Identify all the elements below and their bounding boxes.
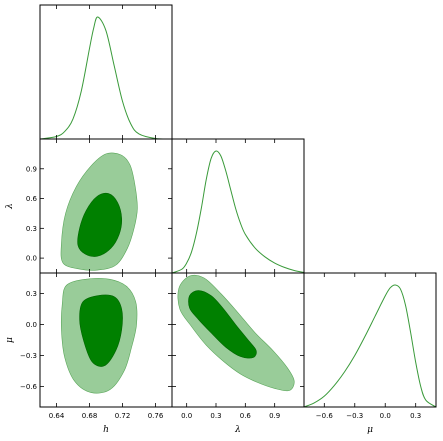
x-tick-label-mu: 0.0 [380,412,391,420]
y-tick-label-mu: −0.6 [20,383,38,391]
contour-layer [60,152,295,394]
x-axis-label-mu: μ [367,425,373,435]
x-tick-label-lambda: 0.3 [210,412,221,420]
panel-frames [39,4,437,408]
tick-labels: 0.64 0.68 0.72 0.76 h 0.0 0.3 0.6 0.9 λ −0.6 −0.3 0.… [5,165,421,435]
x-tick-label-h: 0.68 [82,412,98,420]
x-tick-label-lambda: 0.6 [240,412,252,420]
x-tick-label-lambda: 0.0 [181,412,192,420]
x-tick-label-h: 0.76 [148,412,164,420]
panel-frame-lambda-lambda [171,138,305,274]
x-tick-label-mu: 0.3 [410,412,421,420]
x-axis-label-h: h [103,425,109,435]
y-tick-label-mu: 0.3 [26,290,37,298]
marginal-lines [39,16,437,408]
x-axis-label-lambda: λ [234,425,241,435]
panel-frame-h-h [39,4,173,140]
y-tick-label-lambda: 0.6 [26,195,38,203]
marginal-curve-mu [303,284,437,408]
marginal-curve-lambda [171,150,305,274]
x-tick-label-h: 0.72 [115,412,131,420]
contour-68-mu-vs-lambda [188,290,257,359]
y-axis-label-lambda: λ [5,203,15,210]
contour-68-mu-vs-h [79,294,123,367]
tick-marks [40,5,417,407]
x-tick-label-lambda: 0.9 [269,412,280,420]
y-tick-label-lambda: 0.3 [26,225,37,233]
x-tick-label-mu: −0.3 [346,412,363,420]
y-axis-label-mu: μ [5,337,15,343]
panel-frame-mu-mu [303,272,437,408]
y-tick-label-lambda: 0.9 [26,165,37,173]
y-tick-label-mu: 0.0 [26,321,37,329]
marginal-curve-h [39,16,173,140]
contour-68-lambda-vs-h [77,192,123,257]
x-tick-label-mu: −0.6 [316,412,334,420]
y-tick-label-mu: −0.3 [20,352,37,360]
x-tick-label-h: 0.64 [49,412,65,420]
y-tick-label-lambda: 0.0 [26,255,37,263]
